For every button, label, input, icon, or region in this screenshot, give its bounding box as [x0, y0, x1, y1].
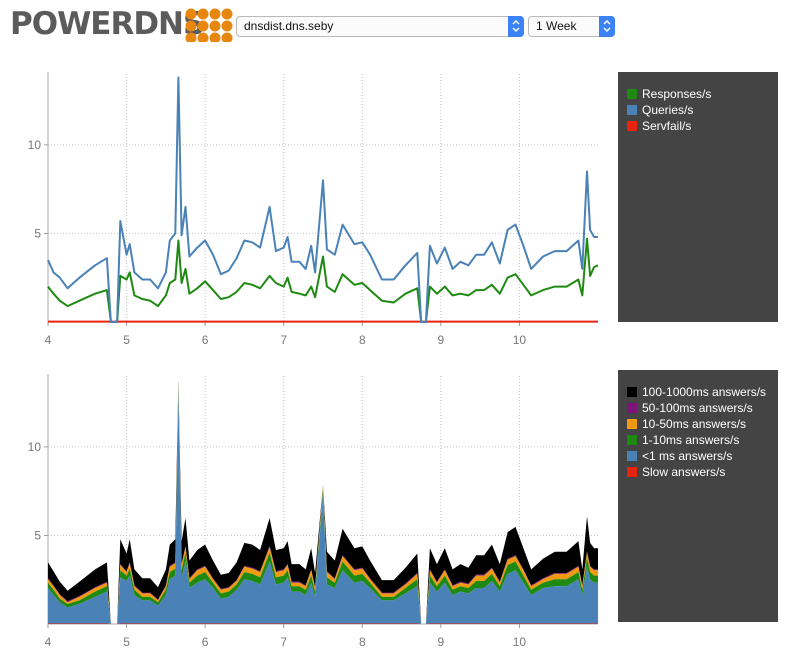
series-line-responses-s — [47, 237, 599, 323]
legend-swatch — [627, 403, 637, 413]
series-area-1-ms-answers-s — [48, 393, 598, 624]
legend-label: 1-10ms answers/s — [642, 433, 740, 447]
legend-item-1-ms-answers-s[interactable]: <1 ms answers/s — [627, 448, 778, 464]
x-tick-label: 6 — [202, 333, 209, 347]
legend-item-responses-s[interactable]: Responses/s — [627, 86, 778, 102]
legend-label: <1 ms answers/s — [642, 449, 733, 463]
legend-swatch — [627, 467, 637, 477]
x-tick-label: 5 — [123, 635, 130, 649]
header: POWERDNS dnsdist.dns.seby 1 Week — [0, 0, 802, 50]
legend-item-50-100ms-answers-s[interactable]: 50-100ms answers/s — [627, 400, 778, 416]
legend-item-queries-s[interactable]: Queries/s — [627, 102, 778, 118]
series-area-slow-answers-s — [48, 623, 598, 624]
x-tick-label: 9 — [438, 635, 445, 649]
legend-item-10-50ms-answers-s[interactable]: 10-50ms answers/s — [627, 416, 778, 432]
time-range-select[interactable]: 1 Week — [528, 16, 615, 37]
legend-swatch — [627, 435, 637, 445]
x-tick-label: 6 — [202, 635, 209, 649]
x-tick-label: 7 — [280, 635, 287, 649]
legend-label: Responses/s — [642, 87, 712, 101]
powerdns-logo-dots — [185, 8, 233, 42]
legend-item-slow-answers-s[interactable]: Slow answers/s — [627, 464, 778, 480]
x-tick-label: 5 — [123, 333, 130, 347]
queries-responses-chart: 4 5 6 7 8 9 10 5 10 — [28, 72, 599, 347]
legend-label: 10-50ms answers/s — [642, 417, 747, 431]
legend-label: Slow answers/s — [642, 465, 726, 479]
y-tick-label: 5 — [34, 528, 41, 542]
legend-label: Servfail/s — [642, 119, 692, 133]
legend-swatch — [627, 419, 637, 429]
legend-item-1-10ms-answers-s[interactable]: 1-10ms answers/s — [627, 432, 778, 448]
legend-swatch — [627, 121, 637, 131]
legend-label: 100-1000ms answers/s — [642, 385, 767, 399]
queries-responses-legend: Responses/s Queries/s Servfail/s — [618, 72, 778, 322]
x-tick-label: 8 — [359, 333, 366, 347]
x-tick-label: 4 — [45, 333, 52, 347]
chevron-up-down-icon — [508, 16, 524, 37]
legend-swatch — [627, 89, 637, 99]
legend-label: Queries/s — [642, 103, 694, 117]
legend-label: 50-100ms answers/s — [642, 401, 753, 415]
legend-item-100-1000ms-answers-s[interactable]: 100-1000ms answers/s — [627, 384, 778, 400]
y-tick-label: 10 — [28, 138, 42, 152]
time-range-select-value: 1 Week — [536, 19, 577, 33]
powerdns-logo-text: POWERDNS — [10, 6, 205, 42]
y-tick-label: 5 — [34, 226, 41, 240]
x-tick-label: 8 — [359, 635, 366, 649]
grid — [48, 376, 598, 624]
host-select[interactable]: dnsdist.dns.seby — [236, 16, 524, 37]
x-tick-label: 9 — [438, 333, 445, 347]
legend-item-servfail-s[interactable]: Servfail/s — [627, 118, 778, 134]
x-tick-label: 4 — [45, 635, 52, 649]
legend-swatch — [627, 105, 637, 115]
chevron-up-down-icon — [599, 16, 615, 37]
y-tick-label: 10 — [28, 440, 42, 454]
x-tick-label: 10 — [513, 333, 527, 347]
host-select-value: dnsdist.dns.seby — [244, 19, 334, 33]
x-tick-label: 7 — [280, 333, 287, 347]
x-tick-label: 10 — [513, 635, 527, 649]
legend-swatch — [627, 387, 637, 397]
answer-latency-legend: 100-1000ms answers/s 50-100ms answers/s 10… — [618, 370, 778, 622]
series-line-queries-s — [47, 76, 598, 323]
answer-latency-chart: 4 5 6 7 8 9 10 5 10 — [28, 374, 598, 649]
grid — [48, 74, 598, 322]
legend-swatch — [627, 451, 637, 461]
